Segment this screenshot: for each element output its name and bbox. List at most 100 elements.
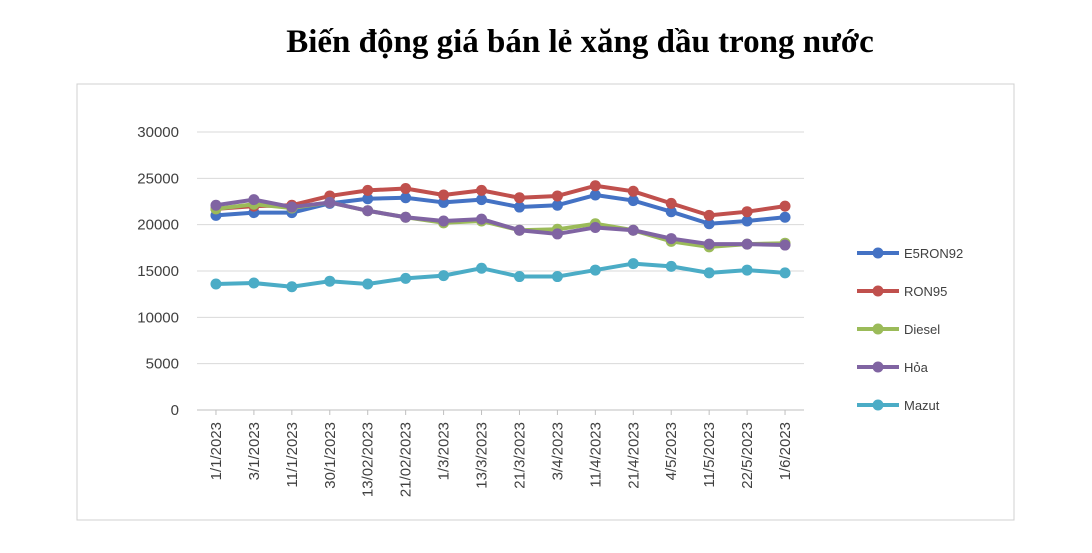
- data-point: [703, 218, 715, 230]
- data-point: [362, 193, 374, 205]
- legend-label: Diesel: [904, 322, 940, 337]
- data-point: [665, 260, 677, 272]
- data-point: [741, 238, 753, 250]
- series-hỏa: [210, 194, 791, 251]
- data-point: [589, 264, 601, 276]
- legend-label: Mazut: [904, 398, 940, 413]
- x-tick-label: 30/1/2023: [322, 422, 339, 489]
- y-tick-label: 30000: [137, 124, 179, 141]
- legend-marker: [872, 323, 884, 335]
- data-point: [362, 184, 374, 196]
- data-point: [741, 206, 753, 218]
- data-point: [438, 215, 450, 227]
- data-point: [248, 194, 260, 206]
- data-point: [210, 199, 222, 211]
- y-axis-ticks: 0 5000 10000 15000 20000 25000 30000: [137, 124, 179, 419]
- data-point: [248, 277, 260, 289]
- data-point: [741, 215, 753, 227]
- data-point: [551, 190, 563, 202]
- x-tick-label: 13/3/2023: [474, 422, 491, 489]
- data-point: [324, 196, 336, 208]
- series-ron95: [210, 180, 791, 221]
- data-point: [513, 201, 525, 213]
- x-tick-label: 21/4/2023: [625, 422, 642, 489]
- data-point: [476, 194, 488, 206]
- x-tick-label: 3/1/2023: [246, 422, 263, 480]
- data-point: [779, 200, 791, 212]
- series-line: [215, 261, 786, 289]
- x-tick-label: 21/3/2023: [511, 422, 528, 489]
- data-point: [362, 205, 374, 217]
- x-tick-label: 11/5/2023: [701, 422, 718, 488]
- x-tick-label: 1/1/2023: [208, 422, 225, 480]
- legend-entry: Mazut: [857, 398, 940, 413]
- x-axis-ticks: 1/1/2023 3/1/2023 11/1/2023 30/1/2023 13/02/…: [208, 410, 794, 497]
- data-point: [438, 270, 450, 282]
- data-point: [476, 184, 488, 196]
- data-point: [476, 262, 488, 274]
- legend-entry: RON95: [857, 284, 947, 299]
- x-tick-label: 21/02/2023: [398, 422, 415, 497]
- y-tick-label: 25000: [137, 170, 179, 187]
- data-point: [210, 278, 222, 290]
- series-group: [210, 180, 791, 293]
- data-point: [400, 183, 412, 195]
- data-point: [627, 185, 639, 197]
- data-point: [627, 224, 639, 236]
- series-line: [215, 193, 786, 226]
- y-tick-label: 0: [171, 402, 179, 419]
- y-tick-label: 5000: [146, 356, 179, 373]
- data-point: [665, 197, 677, 209]
- data-point: [551, 271, 563, 283]
- y-tick-label: 15000: [137, 263, 179, 280]
- legend-entry: Diesel: [857, 322, 940, 337]
- data-point: [779, 211, 791, 223]
- data-point: [513, 271, 525, 283]
- data-point: [665, 233, 677, 245]
- data-point: [551, 228, 563, 240]
- data-point: [703, 209, 715, 221]
- legend-label: E5RON92: [904, 246, 963, 261]
- legend-entry: E5RON92: [857, 246, 963, 261]
- data-point: [400, 211, 412, 223]
- x-tick-label: 3/4/2023: [549, 422, 566, 480]
- data-point: [324, 275, 336, 287]
- x-tick-label: 13/02/2023: [360, 422, 377, 497]
- legend-label: Hỏa: [904, 360, 929, 375]
- data-point: [513, 192, 525, 204]
- data-point: [513, 224, 525, 236]
- data-point: [400, 272, 412, 284]
- legend-entry: Hỏa: [857, 360, 929, 375]
- legend-marker: [872, 247, 884, 259]
- x-tick-label: 11/4/2023: [587, 422, 604, 488]
- data-point: [703, 267, 715, 279]
- data-point: [476, 213, 488, 225]
- legend-marker: [872, 361, 884, 373]
- data-point: [589, 221, 601, 233]
- data-point: [362, 278, 374, 290]
- data-point: [286, 281, 298, 293]
- x-tick-label: 4/5/2023: [663, 422, 680, 480]
- x-tick-label: 1/3/2023: [436, 422, 453, 480]
- data-point: [741, 264, 753, 276]
- x-tick-label: 1/6/2023: [777, 422, 794, 480]
- data-point: [589, 189, 601, 201]
- data-point: [627, 258, 639, 270]
- legend-marker: [872, 399, 884, 411]
- data-point: [779, 239, 791, 251]
- data-point: [438, 189, 450, 201]
- chart-frame: [76, 83, 1015, 521]
- data-point: [665, 206, 677, 218]
- chart-title: Biến động giá bán lẻ xăng dầu trong nước: [286, 24, 874, 60]
- legend-marker: [872, 285, 884, 297]
- data-point: [703, 238, 715, 250]
- series-line: [215, 183, 786, 218]
- data-point: [627, 195, 639, 207]
- y-tick-label: 10000: [137, 309, 179, 326]
- legend-label: RON95: [904, 284, 947, 299]
- data-point: [286, 201, 298, 213]
- x-tick-label: 22/5/2023: [739, 422, 756, 489]
- y-tick-label: 20000: [137, 217, 179, 234]
- legend: E5RON92 RON95 Diesel Hỏa Mazut: [857, 246, 963, 413]
